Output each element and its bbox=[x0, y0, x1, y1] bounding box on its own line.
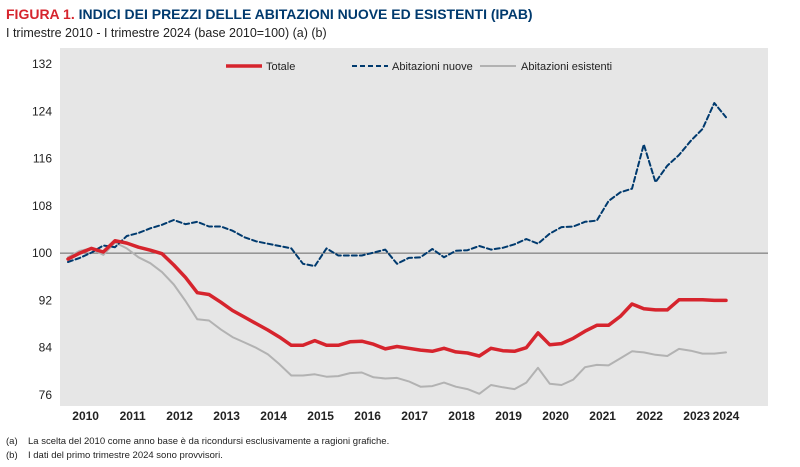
figure-title-text: INDICI DEI PREZZI DELLE ABITAZIONI NUOVE… bbox=[78, 6, 533, 22]
figure-label: FIGURA 1. bbox=[6, 6, 75, 22]
x-tick-label: 2011 bbox=[120, 409, 146, 423]
series-line bbox=[67, 241, 727, 395]
y-tick-label: 92 bbox=[39, 293, 53, 307]
x-tick-label: 2021 bbox=[589, 409, 616, 423]
note-b: (b) I dati del primo trimestre 2024 sono … bbox=[6, 450, 223, 461]
legend-label: Totale bbox=[266, 61, 295, 73]
x-tick-label: 2014 bbox=[260, 409, 287, 423]
y-tick-label: 124 bbox=[32, 104, 52, 118]
x-tick-label: 2018 bbox=[448, 409, 475, 423]
x-tick-label: 2012 bbox=[166, 409, 193, 423]
y-tick-label: 84 bbox=[39, 341, 53, 355]
series-line bbox=[67, 102, 727, 268]
x-tick-label: 2016 bbox=[354, 409, 381, 423]
note-a-label: (a) bbox=[6, 436, 18, 447]
y-tick-label: 132 bbox=[32, 57, 52, 71]
x-tick-label: 2015 bbox=[307, 409, 334, 423]
figure-title: FIGURA 1. INDICI DEI PREZZI DELLE ABITAZ… bbox=[6, 6, 533, 22]
legend-label: Abitazioni nuove bbox=[392, 61, 473, 73]
series-line bbox=[66, 238, 728, 358]
x-tick-label: 2017 bbox=[401, 409, 428, 423]
x-tick-label: 2020 bbox=[542, 409, 569, 423]
figure-subtitle: I trimestre 2010 - I trimestre 2024 (bas… bbox=[6, 26, 327, 40]
note-b-text: I dati del primo trimestre 2024 sono pro… bbox=[28, 450, 223, 461]
note-b-label: (b) bbox=[6, 450, 18, 461]
y-tick-label: 76 bbox=[39, 388, 53, 402]
x-tick-label: 2010 bbox=[72, 409, 99, 423]
x-tick-label: 2022 bbox=[636, 409, 663, 423]
note-a: (a) La scelta del 2010 come anno base è d… bbox=[6, 436, 389, 447]
x-tick-label: 2019 bbox=[495, 409, 522, 423]
note-a-text: La scelta del 2010 come anno base è da r… bbox=[28, 436, 390, 447]
x-tick-label: 2024 bbox=[713, 409, 740, 423]
y-tick-label: 116 bbox=[33, 152, 52, 166]
plot-area bbox=[60, 48, 768, 406]
legend-label: Abitazioni esistenti bbox=[521, 61, 612, 73]
y-tick-label: 108 bbox=[32, 199, 52, 213]
y-tick-label: 100 bbox=[32, 246, 52, 260]
x-tick-label: 2023 bbox=[683, 409, 710, 423]
x-tick-label: 2013 bbox=[213, 409, 240, 423]
